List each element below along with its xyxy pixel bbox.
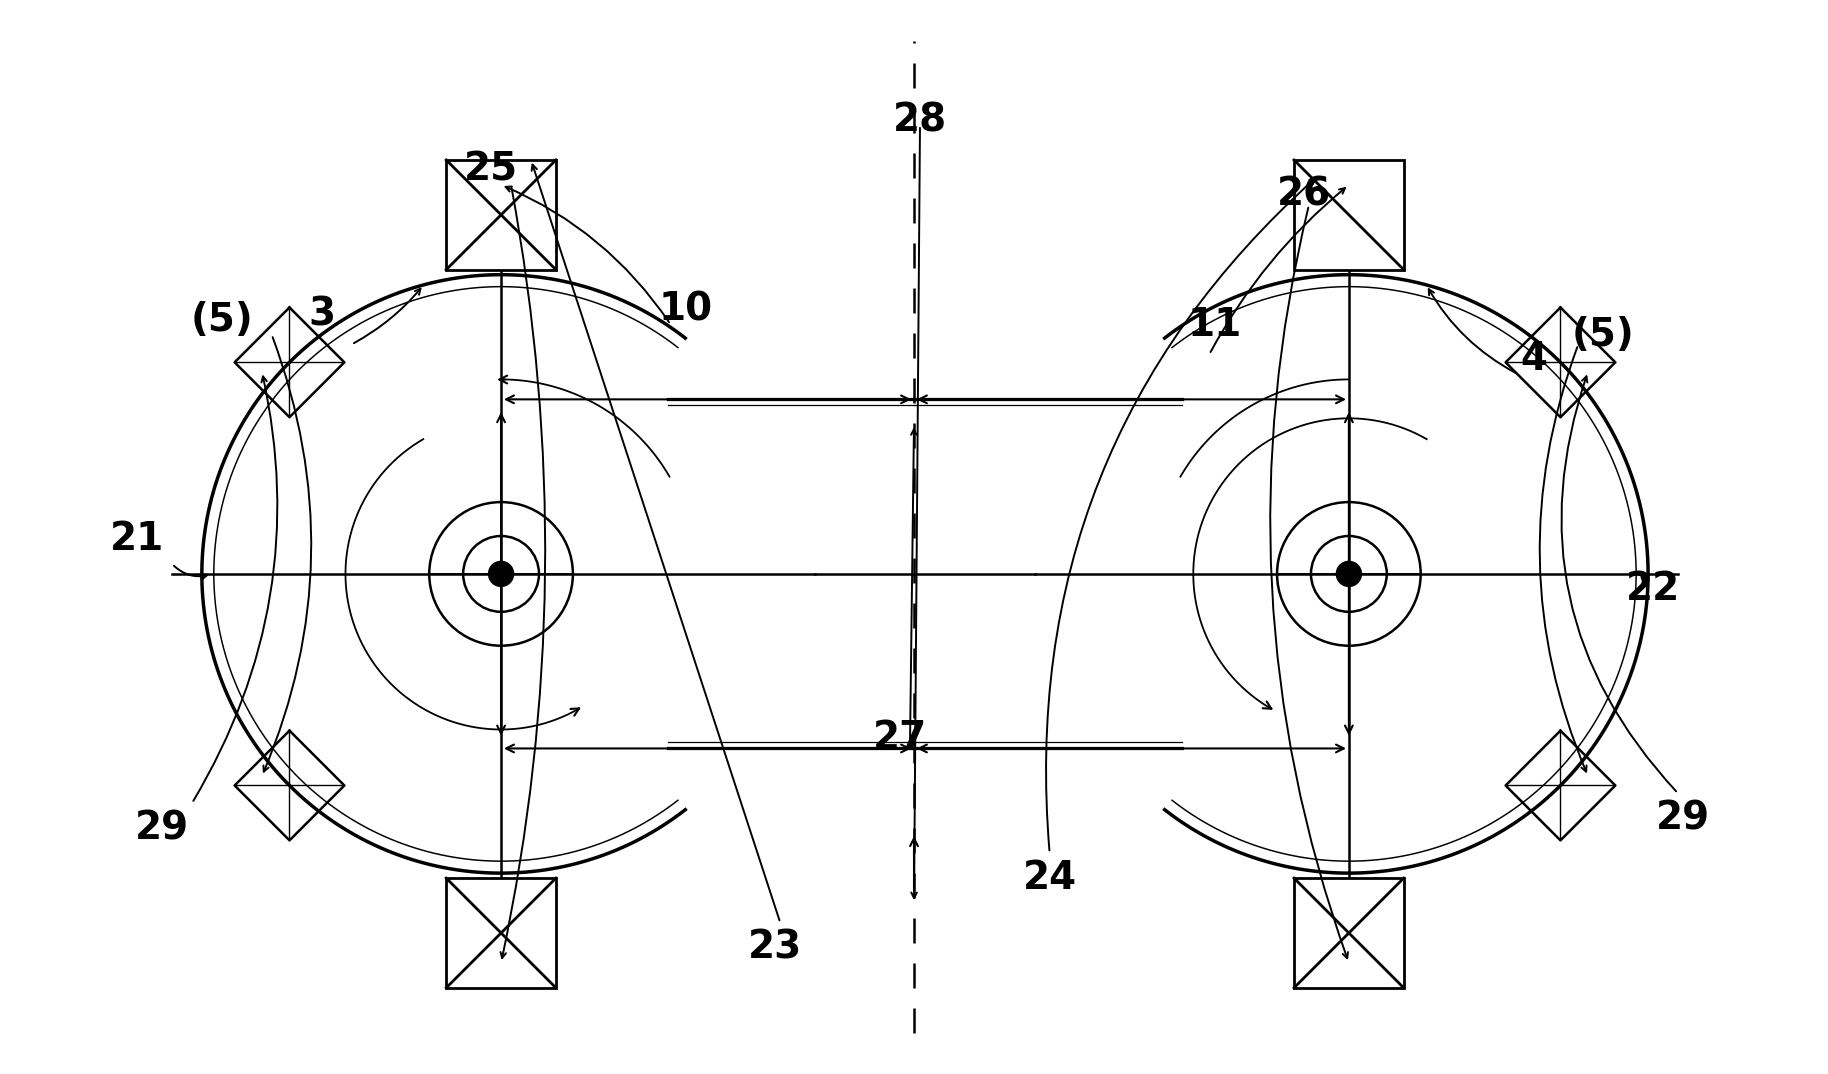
Text: 29: 29 bbox=[1656, 799, 1709, 838]
Text: 23: 23 bbox=[748, 929, 802, 967]
Text: 4: 4 bbox=[1519, 340, 1546, 378]
Bar bbox=[446, 160, 556, 270]
Bar bbox=[1294, 879, 1404, 988]
Text: 22: 22 bbox=[1625, 570, 1680, 608]
Bar bbox=[446, 879, 556, 988]
Text: 3: 3 bbox=[307, 295, 335, 334]
Text: 21: 21 bbox=[110, 520, 165, 558]
Bar bbox=[1294, 160, 1404, 270]
Text: (5): (5) bbox=[1572, 316, 1634, 353]
Text: 28: 28 bbox=[892, 101, 947, 139]
Text: 25: 25 bbox=[464, 151, 517, 189]
Circle shape bbox=[1336, 562, 1360, 586]
Text: 24: 24 bbox=[1022, 859, 1077, 897]
Text: 26: 26 bbox=[1278, 176, 1331, 214]
Text: 29: 29 bbox=[135, 809, 188, 847]
Text: 27: 27 bbox=[874, 720, 927, 757]
Text: 11: 11 bbox=[1186, 305, 1241, 344]
Text: (5): (5) bbox=[190, 301, 252, 338]
Circle shape bbox=[490, 562, 514, 586]
Text: 10: 10 bbox=[658, 291, 713, 329]
